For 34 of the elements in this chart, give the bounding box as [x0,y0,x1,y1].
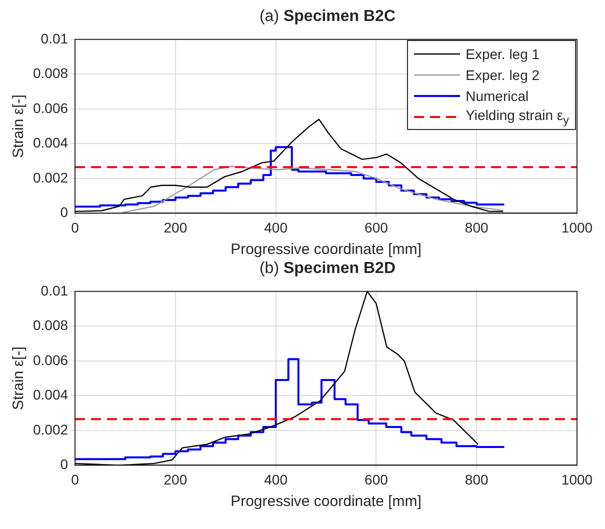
x-tick-label: 200 [164,219,188,236]
x-tick-label: 800 [464,471,488,488]
y-tick-label: 0.006 [32,100,68,116]
chart-title: (b) Specimen B2D [259,260,396,277]
legend-label: Numerical [466,88,529,104]
y-tick-label: 0.002 [32,421,68,438]
x-axis-title: Progressive coordinate [mm] [230,493,422,510]
y-tick-label: 0.006 [32,352,68,368]
y-tick-label: 0.008 [32,317,68,334]
legend-label: Yielding strain ε$_{y}$ [466,106,569,127]
x-tick-label: 600 [364,471,388,488]
x-tick-label: 800 [464,219,488,236]
y-tick-label: 0.01 [40,282,68,298]
y-axis-title: Strain ε[-] [10,94,28,158]
y-tick-label: 0.002 [32,169,68,186]
y-tick-label: 0 [60,456,68,472]
x-tick-label: 200 [164,471,188,488]
y-axis-title: Strain ε[-] [10,346,28,410]
y-tick-label: 0.01 [40,30,68,46]
x-tick-label: 0 [71,219,80,236]
legend-label: Exper. leg 1 [466,46,540,62]
x-tick-label: 1000 [561,219,593,236]
chart-title: (a) Specimen B2C [259,8,396,25]
y-tick-label: 0.004 [32,134,68,151]
x-tick-label: 400 [264,471,288,488]
y-tick-label: 0 [60,204,68,220]
x-tick-label: 600 [364,219,388,236]
x-tick-label: 1000 [561,471,593,488]
y-tick-label: 0.004 [32,386,68,403]
x-axis-title: Progressive coordinate [mm] [230,241,422,258]
x-tick-label: 0 [71,471,80,488]
x-tick-label: 400 [264,219,288,236]
legend-label: Exper. leg 2 [466,66,540,83]
y-tick-label: 0.008 [32,65,68,82]
